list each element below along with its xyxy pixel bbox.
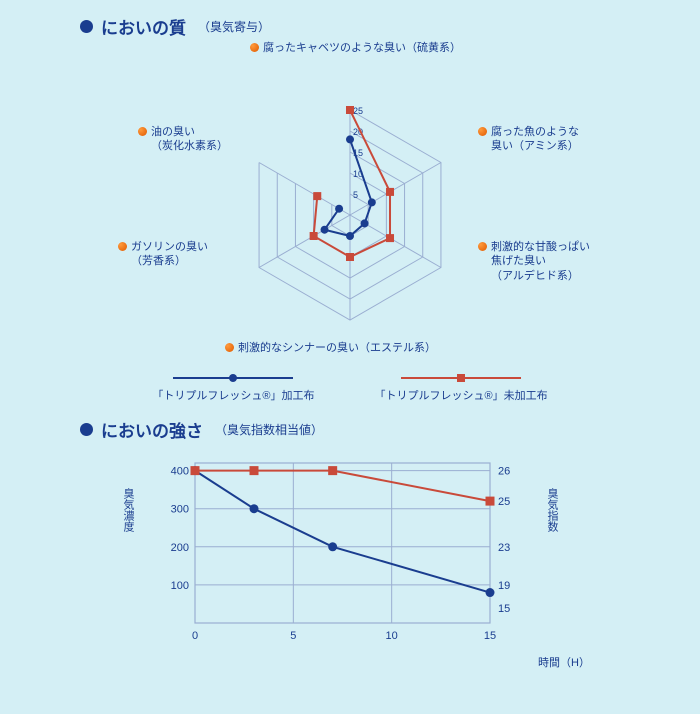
svg-text:25: 25 xyxy=(498,496,510,508)
section2-title: においの強さ （臭気指数相当値） xyxy=(80,417,700,442)
svg-text:19: 19 xyxy=(498,580,510,592)
radar-axis-2: 刺激的な甘酸っぱい焦げた臭い（アルデヒド系） xyxy=(478,240,590,283)
svg-text:200: 200 xyxy=(171,542,189,554)
svg-text:100: 100 xyxy=(171,580,189,592)
svg-text:300: 300 xyxy=(171,504,189,516)
svg-text:5: 5 xyxy=(290,630,296,642)
line-chart: 臭気濃度 臭気指数 1002003004000510152625231915 時… xyxy=(140,448,580,678)
y-right-label: 臭気指数 xyxy=(544,488,560,532)
radar-axis-4: ガソリンの臭い（芳香系） xyxy=(118,240,208,269)
legend-kakou-label: 「トリプルフレッシュ®」加工布 xyxy=(152,387,314,403)
section1-title: においの質 （臭気寄与） xyxy=(80,14,700,39)
radar-axis-1: 腐った魚のような臭い（アミン系） xyxy=(478,125,579,154)
svg-text:400: 400 xyxy=(171,466,189,478)
radar-chart: 510152025 腐ったキャベツのような臭い（硫黄系） 腐った魚のような臭い（… xyxy=(80,45,620,365)
section2-sub: （臭気指数相当値） xyxy=(215,421,323,438)
legend-kakou: 「トリプルフレッシュ®」加工布 xyxy=(152,371,314,403)
svg-text:25: 25 xyxy=(353,106,363,116)
svg-text:26: 26 xyxy=(498,466,510,478)
radar-axis-0: 腐ったキャベツのような臭い（硫黄系） xyxy=(250,41,461,55)
section1-sub: （臭気寄与） xyxy=(198,18,270,35)
chart-legend: 「トリプルフレッシュ®」加工布 「トリプルフレッシュ®」未加工布 xyxy=(0,371,700,403)
orange-dot-icon xyxy=(118,242,127,251)
svg-text:5: 5 xyxy=(353,190,358,200)
orange-dot-icon xyxy=(478,127,487,136)
orange-dot-icon xyxy=(250,43,259,52)
svg-text:0: 0 xyxy=(192,630,198,642)
svg-text:10: 10 xyxy=(386,630,398,642)
radar-axis-5: 油の臭い（炭化水素系） xyxy=(138,125,228,154)
x-label: 時間（H） xyxy=(538,654,590,670)
bullet-icon xyxy=(80,20,93,33)
legend-mikakou-label: 「トリプルフレッシュ®」未加工布 xyxy=(375,387,548,403)
svg-text:23: 23 xyxy=(498,542,510,554)
orange-dot-icon xyxy=(478,242,487,251)
orange-dot-icon xyxy=(225,343,234,352)
y-left-label: 臭気濃度 xyxy=(120,488,136,532)
section1-main: においの質 xyxy=(101,14,186,39)
radar-axis-3: 刺激的なシンナーの臭い（エステル系） xyxy=(225,341,436,355)
section2-main: においの強さ xyxy=(101,417,203,442)
legend-mikakou: 「トリプルフレッシュ®」未加工布 xyxy=(375,371,548,403)
bullet-icon xyxy=(80,423,93,436)
svg-text:15: 15 xyxy=(484,630,496,642)
svg-text:15: 15 xyxy=(498,603,510,615)
orange-dot-icon xyxy=(138,127,147,136)
